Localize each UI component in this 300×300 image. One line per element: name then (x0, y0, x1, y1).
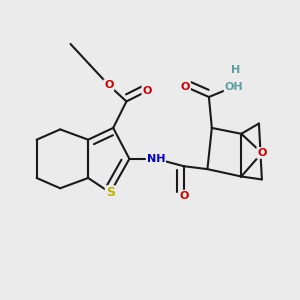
Text: S: S (106, 186, 115, 199)
Text: NH: NH (147, 154, 165, 164)
Text: H: H (231, 65, 240, 76)
Text: O: O (179, 190, 188, 201)
Text: O: O (181, 82, 190, 92)
Text: OH: OH (225, 82, 243, 92)
Text: O: O (257, 148, 267, 158)
Text: O: O (104, 80, 113, 90)
Text: O: O (142, 86, 152, 96)
